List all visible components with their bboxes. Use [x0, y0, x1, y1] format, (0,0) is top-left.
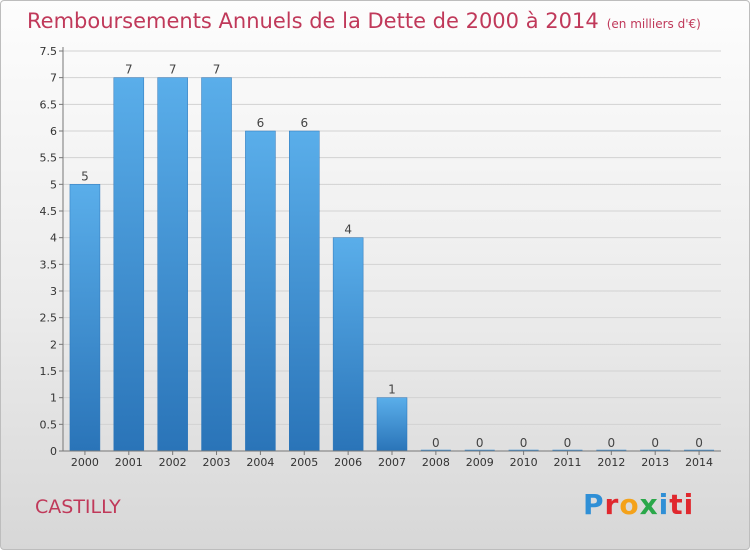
y-tick-label: 4.5 — [40, 205, 58, 218]
bar — [69, 184, 101, 452]
y-tick-label: 1 — [50, 392, 57, 405]
data-label: 0 — [651, 436, 659, 450]
data-label: 6 — [257, 116, 265, 130]
y-tick-label: 7 — [50, 72, 57, 85]
bar — [332, 237, 364, 452]
x-tick-label: 2013 — [641, 456, 669, 469]
y-tick-label: 2 — [50, 338, 57, 351]
x-tick-label: 2011 — [553, 456, 581, 469]
logo-letter: r — [604, 488, 620, 521]
y-tick-label: 7.5 — [40, 45, 58, 58]
y-tick-label: 5.5 — [40, 152, 58, 165]
y-tick-label: 2.5 — [40, 312, 58, 325]
data-label: 1 — [388, 383, 396, 397]
x-tick-label: 2000 — [71, 456, 99, 469]
x-tick-label: 2006 — [334, 456, 362, 469]
bar — [157, 77, 188, 452]
commune-name: CASTILLY — [35, 496, 121, 518]
data-label: 0 — [695, 436, 703, 450]
logo-letter: ti — [669, 488, 695, 521]
y-tick-label: 3 — [50, 285, 57, 298]
data-label: 6 — [300, 116, 308, 130]
logo-letter: P — [583, 488, 605, 521]
y-tick-label: 0 — [50, 445, 57, 458]
bars: 5 7 7 7 6 6 4 1 0 0 0 0 0 0 0 — [69, 63, 715, 452]
data-label: 0 — [564, 436, 572, 450]
axes: 0 0.5 1 1.5 2 2.5 3 3.5 4 4.5 5 5.5 6 6.5 7 7.5 2000 2001… — [40, 45, 721, 469]
data-label: 0 — [476, 436, 484, 450]
chart-title: Remboursements Annuels de la Dette de 20… — [27, 9, 701, 33]
y-tick-label: 0.5 — [40, 418, 58, 431]
bar — [289, 130, 320, 452]
x-tick-label: 2014 — [685, 456, 713, 469]
data-label: 5 — [81, 169, 89, 183]
chart-unit: (en milliers d'€) — [606, 17, 701, 31]
data-label: 0 — [608, 436, 616, 450]
y-tick-label: 6 — [50, 125, 57, 138]
logo-letter: o — [619, 488, 640, 521]
x-tick-label: 2009 — [466, 456, 494, 469]
logo-letter: x — [639, 488, 659, 521]
bar — [376, 397, 408, 452]
data-label: 7 — [213, 63, 221, 77]
x-tick-label: 2012 — [597, 456, 625, 469]
y-tick-label: 6.5 — [40, 98, 58, 111]
data-label: 7 — [169, 63, 177, 77]
bar — [245, 130, 276, 452]
x-tick-label: 2001 — [115, 456, 143, 469]
logo-letter: i — [658, 488, 670, 521]
x-tick-label: 2005 — [290, 456, 318, 469]
x-tick-label: 2007 — [378, 456, 406, 469]
data-label: 7 — [125, 63, 133, 77]
bar — [201, 77, 232, 452]
x-tick-label: 2004 — [246, 456, 274, 469]
proxiti-logo: Proxiti — [583, 488, 694, 521]
data-label: 4 — [344, 223, 352, 237]
data-label: 0 — [520, 436, 528, 450]
bar — [113, 77, 145, 452]
x-tick-label: 2002 — [159, 456, 187, 469]
y-tick-label: 4 — [50, 232, 57, 245]
y-tick-label: 3.5 — [40, 258, 58, 271]
x-tick-label: 2008 — [422, 456, 450, 469]
data-label: 0 — [432, 436, 440, 450]
x-tick-label: 2003 — [203, 456, 231, 469]
x-tick-label: 2010 — [510, 456, 538, 469]
chart-title-text: Remboursements Annuels de la Dette de 20… — [27, 9, 599, 33]
y-tick-label: 5 — [50, 178, 57, 191]
y-tick-label: 1.5 — [40, 365, 58, 378]
